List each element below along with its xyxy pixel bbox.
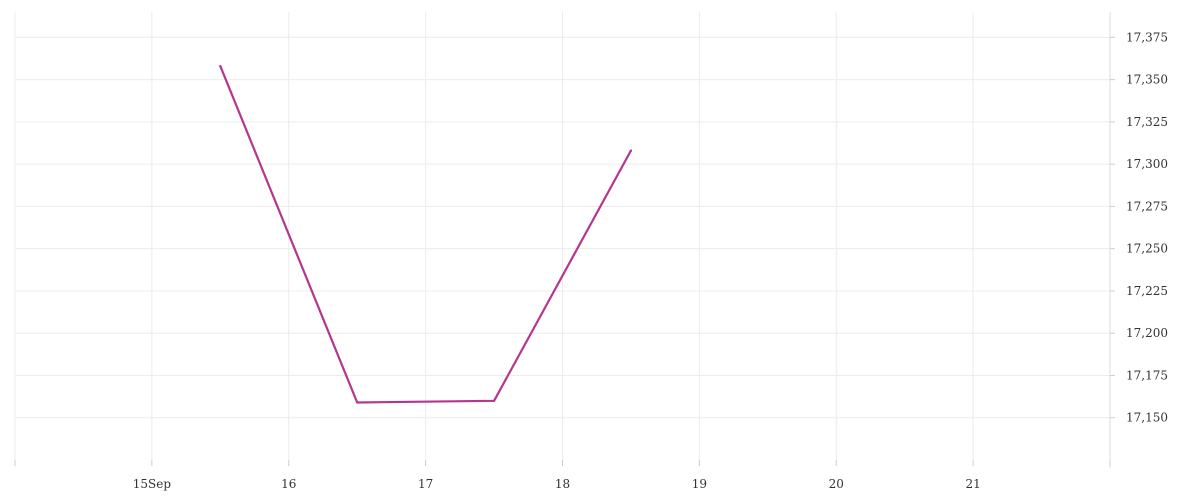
x-tick-label: 18 <box>555 477 570 491</box>
data-point <box>219 64 222 68</box>
y-tick-label: 17,325 <box>1126 115 1168 129</box>
x-tick-label: 17 <box>418 477 433 491</box>
axes <box>14 12 1115 468</box>
x-tick-label: 19 <box>692 477 707 491</box>
x-tick-label: 20 <box>829 477 844 491</box>
tick-labels: 17,150 17,175 17,200 17,225 17,250 17,275 17,3… <box>133 30 1168 491</box>
y-tick-label: 17,150 <box>1126 411 1168 425</box>
series-layer <box>219 64 633 404</box>
grid <box>14 12 1111 460</box>
y-tick-label: 17,225 <box>1126 284 1168 298</box>
x-tick-label: 21 <box>965 477 980 491</box>
y-tick-label: 17,275 <box>1126 199 1168 213</box>
data-point <box>629 149 633 152</box>
series-line <box>219 64 633 404</box>
y-tick-label: 17,375 <box>1126 30 1168 44</box>
x-tick-label: 15Sep <box>133 477 172 491</box>
y-tick-label: 17,300 <box>1126 157 1168 171</box>
y-tick-label: 17,250 <box>1126 242 1168 256</box>
data-point <box>492 399 496 402</box>
y-tick-label: 17,350 <box>1126 73 1168 87</box>
x-tick-label: 16 <box>281 477 296 491</box>
data-point <box>356 401 359 404</box>
y-tick-label: 17,175 <box>1126 368 1168 382</box>
y-tick-label: 17,200 <box>1126 326 1168 340</box>
